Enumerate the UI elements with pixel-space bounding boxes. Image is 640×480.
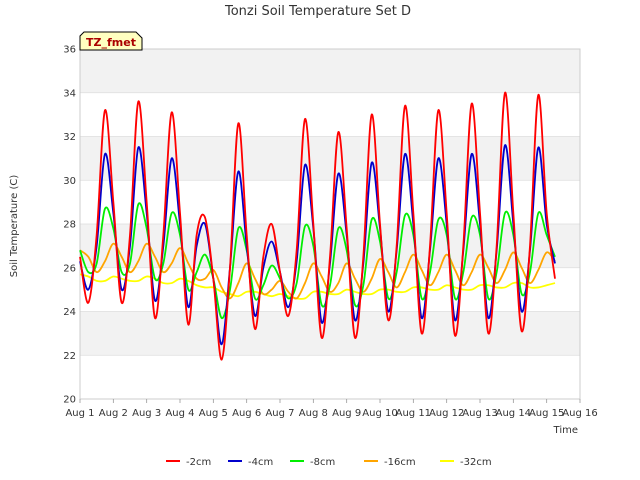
y-tick-label: 32 [63, 132, 76, 143]
legend-label: -4cm [248, 457, 273, 468]
y-axis-ticks: 20 22 24 26 28 30 32 34 36 [63, 45, 76, 406]
x-tick-label: Aug 2 [99, 408, 128, 419]
y-tick-label: 20 [63, 395, 76, 406]
x-tick-label: Aug 6 [232, 408, 261, 419]
y-tick-label: 30 [63, 176, 76, 187]
legend-label: -32cm [460, 457, 492, 468]
legend: -2cm -4cm -8cm -16cm -32cm [166, 457, 492, 468]
series-layer [79, 91, 556, 361]
x-tick-label: Aug 11 [396, 408, 431, 419]
plot-band [80, 267, 580, 312]
plot-frame [79, 48, 581, 400]
legend-label: -2cm [186, 457, 211, 468]
x-tick-label: Aug 13 [462, 408, 497, 419]
y-tick-label: 36 [63, 45, 76, 56]
plot-band [80, 136, 580, 181]
plot-band [80, 49, 580, 93]
series-line-m16cm [79, 242, 556, 300]
chart-title: Tonzi Soil Temperature Set D [224, 4, 411, 19]
y-tick-label: 28 [63, 220, 76, 231]
y-tick-label: 22 [63, 351, 76, 362]
badge-box [79, 31, 143, 51]
x-tick-label: Aug 5 [199, 408, 228, 419]
y-tick-label: 24 [63, 307, 76, 318]
y-tick-label: 34 [63, 88, 76, 99]
x-tick-label: Aug 9 [332, 408, 361, 419]
series-line-m2cm [79, 91, 556, 361]
x-tick-label: Aug 4 [165, 408, 194, 419]
x-tick-label: Aug 10 [362, 408, 397, 419]
x-tick-label: Aug 14 [496, 408, 531, 419]
x-tick-label: Aug 15 [529, 408, 564, 419]
legend-label: -16cm [384, 457, 416, 468]
x-tick-label: Aug 3 [132, 408, 161, 419]
x-axis-ticks: Aug 1 Aug 2 Aug 3 Aug 4 Aug 5 Aug 6 Aug 7 Aug 8… [65, 399, 598, 419]
x-tick-label: Aug 7 [265, 408, 294, 419]
x-tick-label: Aug 8 [299, 408, 328, 419]
plot-band [80, 180, 580, 224]
y-axis-label: Soil Temperature (C) [9, 175, 20, 278]
plot-band [80, 311, 580, 356]
plot-band [80, 355, 580, 399]
y-tick-label: 26 [63, 263, 76, 274]
x-tick-label: Aug 16 [562, 408, 597, 419]
x-tick-label: Aug 12 [429, 408, 464, 419]
plot-band [80, 92, 580, 137]
x-axis-label: Time [553, 425, 578, 436]
legend-label: -8cm [310, 457, 335, 468]
badge-text: TZ_fmet [86, 36, 136, 49]
x-tick-label: Aug 1 [65, 408, 94, 419]
tz-badge: TZ_fmet [79, 31, 143, 51]
